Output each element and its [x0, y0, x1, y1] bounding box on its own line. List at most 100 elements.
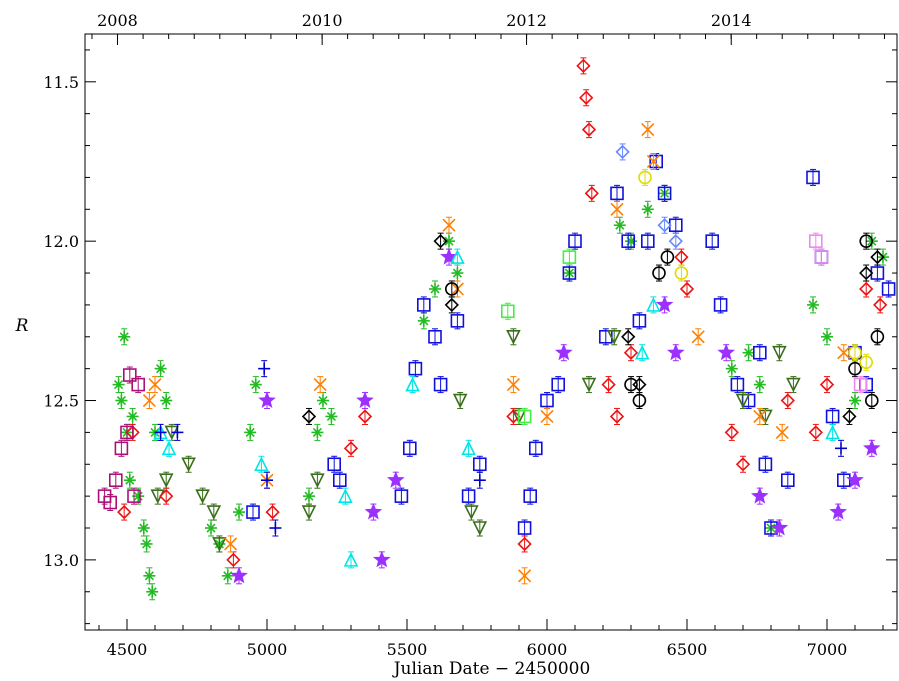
- data-point: [623, 344, 639, 362]
- data-point: [472, 519, 488, 537]
- data-point: [452, 392, 468, 410]
- data-point: [540, 392, 554, 410]
- y-tick-label: 11.5: [43, 73, 79, 92]
- data-point: [674, 248, 689, 266]
- data-point: [528, 439, 543, 457]
- data-point: [568, 232, 582, 250]
- data-point: [118, 328, 131, 346]
- data-point: [224, 535, 238, 553]
- data-point: [301, 407, 317, 425]
- data-point: [873, 296, 888, 314]
- data-point: [357, 407, 373, 425]
- data-point: [226, 551, 241, 569]
- data-point: [317, 392, 329, 410]
- data-point: [112, 376, 125, 394]
- data-point: [780, 471, 795, 489]
- data-point: [652, 264, 666, 282]
- data-point: [221, 567, 234, 585]
- data-point: [114, 439, 129, 457]
- data-point: [657, 184, 672, 202]
- data-point: [819, 376, 835, 394]
- y-tick-label: 12.0: [43, 232, 79, 251]
- data-point: [311, 423, 324, 441]
- data-point: [405, 376, 420, 394]
- data-point: [621, 232, 636, 250]
- data-point: [632, 392, 647, 410]
- data-point: [159, 487, 174, 505]
- data-point: [126, 407, 139, 425]
- data-point: [808, 423, 823, 441]
- data-point: [705, 232, 720, 250]
- y-tick-label: 12.5: [43, 392, 79, 411]
- data-point: [638, 168, 652, 186]
- data-point: [606, 328, 622, 346]
- x-tick-label: 5500: [387, 640, 428, 659]
- data-point: [551, 376, 566, 394]
- data-point: [836, 471, 851, 489]
- data-point: [429, 280, 441, 298]
- data-point: [772, 344, 787, 362]
- y-axis-title: R: [15, 316, 29, 336]
- data-point: [450, 248, 465, 266]
- data-point: [691, 328, 705, 346]
- data-point: [313, 376, 327, 394]
- data-point: [848, 360, 862, 378]
- data-point: [751, 486, 769, 505]
- data-point: [310, 471, 325, 489]
- data-point: [859, 353, 874, 371]
- data-point: [123, 471, 136, 489]
- data-point: [730, 376, 745, 394]
- data-point: [753, 407, 767, 425]
- axes: 4500 5000 5500 6000 6500 7000 2008 2010 2012 2014…: [43, 11, 898, 659]
- data-point: [506, 328, 521, 346]
- data-point: [821, 328, 833, 346]
- data-point: [657, 216, 672, 234]
- data-point: [433, 232, 448, 250]
- data-point: [674, 264, 689, 282]
- data-point: [649, 152, 664, 170]
- data-point: [808, 232, 823, 250]
- data-point: [258, 360, 271, 378]
- data-point: [154, 360, 167, 378]
- data-point: [517, 519, 532, 537]
- data-point: [249, 376, 262, 394]
- data-point: [881, 280, 896, 298]
- data-point: [735, 392, 751, 410]
- data-point: [343, 551, 359, 569]
- data-point: [120, 423, 134, 441]
- data-point: [725, 360, 738, 378]
- data-point: [148, 376, 162, 394]
- data-point: [518, 567, 532, 585]
- data-point: [428, 328, 442, 346]
- data-point: [786, 376, 801, 394]
- data-point: [770, 518, 789, 537]
- x-tick-label: 6500: [667, 640, 708, 659]
- data-point: [562, 248, 577, 266]
- data-point: [246, 503, 260, 521]
- data-point: [864, 392, 879, 410]
- data-point: [660, 248, 675, 266]
- data-point: [506, 407, 521, 425]
- data-point: [233, 503, 245, 521]
- data-point: [634, 344, 650, 362]
- data-point: [444, 296, 459, 314]
- data-point: [402, 439, 417, 457]
- data-point: [158, 471, 174, 489]
- data-point: [416, 296, 431, 314]
- data-point: [206, 503, 222, 521]
- top-tick-label: 2010: [302, 11, 343, 30]
- data-point: [150, 487, 166, 505]
- data-point: [753, 376, 766, 394]
- data-point: [807, 296, 819, 314]
- data-point: [646, 152, 660, 170]
- data-point: [394, 487, 409, 505]
- data-point: [780, 392, 795, 410]
- data-point: [417, 312, 430, 330]
- top-tick-label: 2012: [506, 11, 547, 30]
- data-point: [615, 143, 630, 161]
- data-point: [325, 407, 338, 425]
- data-point: [853, 376, 868, 394]
- data-point: [117, 503, 132, 521]
- data-point: [265, 503, 280, 521]
- data-point: [364, 502, 383, 521]
